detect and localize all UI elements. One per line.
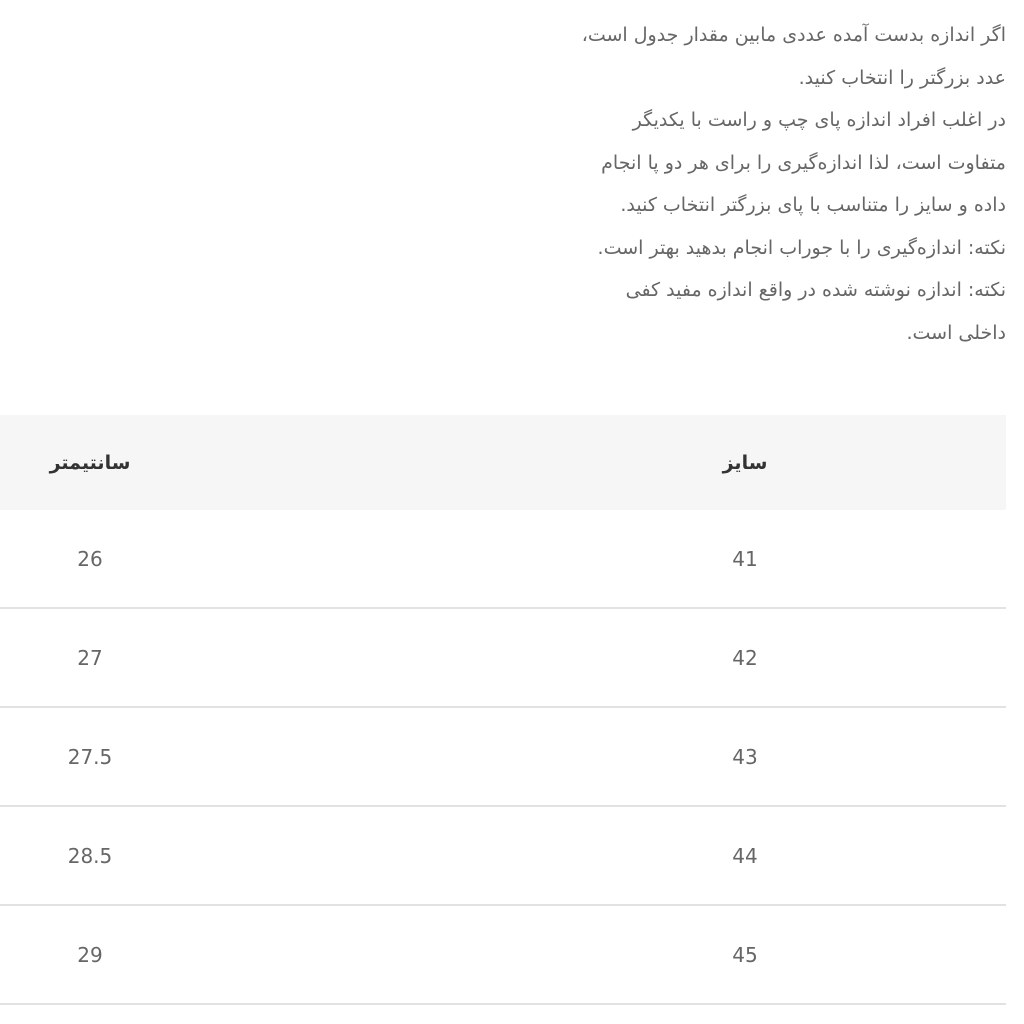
cell-cm: 29 <box>77 942 103 967</box>
table-header: سایز سانتیمتر <box>0 415 1006 510</box>
cell-size: 41 <box>732 546 758 571</box>
table-row: 45 29 <box>0 906 1006 1005</box>
header-size: سایز <box>722 451 768 474</box>
cell-cm: 27 <box>77 645 103 670</box>
header-cm: سانتیمتر <box>49 451 131 474</box>
size-table: سایز سانتیمتر 41 26 42 27 43 27.5 44 28.… <box>0 415 1006 1005</box>
cell-size: 45 <box>732 942 758 967</box>
note-line: داده و سایز را متناسب با پای بزرگتر انتخ… <box>620 194 1006 216</box>
note-line: داخلی است. <box>906 321 1006 344</box>
table-row: 44 28.5 <box>0 807 1006 906</box>
note-line: نکته: اندازه نوشته شده در واقع اندازه مف… <box>625 279 1006 301</box>
table-row: 41 26 <box>0 510 1006 609</box>
cell-cm: 27.5 <box>67 744 113 769</box>
size-guide-notes: اگر اندازه بدست آمده عددی مابین مقدار جد… <box>582 14 1006 354</box>
note-line: در اغلب افراد اندازه پای چپ و راست با یک… <box>632 109 1006 131</box>
note-line: نکته: اندازه‌گیری را با جوراب انجام بدهی… <box>597 236 1006 259</box>
note-line: اگر اندازه بدست آمده عددی مابین مقدار جد… <box>581 24 1006 46</box>
note-line: عدد بزرگتر را انتخاب کنید. <box>798 66 1006 89</box>
cell-cm: 28.5 <box>67 843 113 868</box>
cell-cm: 26 <box>77 546 103 571</box>
cell-size: 42 <box>732 645 758 670</box>
table-row: 43 27.5 <box>0 708 1006 807</box>
note-line: متفاوت است، لذا اندازه‌گیری را برای هر د… <box>601 151 1006 174</box>
cell-size: 44 <box>732 843 758 868</box>
table-row: 42 27 <box>0 609 1006 708</box>
cell-size: 43 <box>732 744 758 769</box>
